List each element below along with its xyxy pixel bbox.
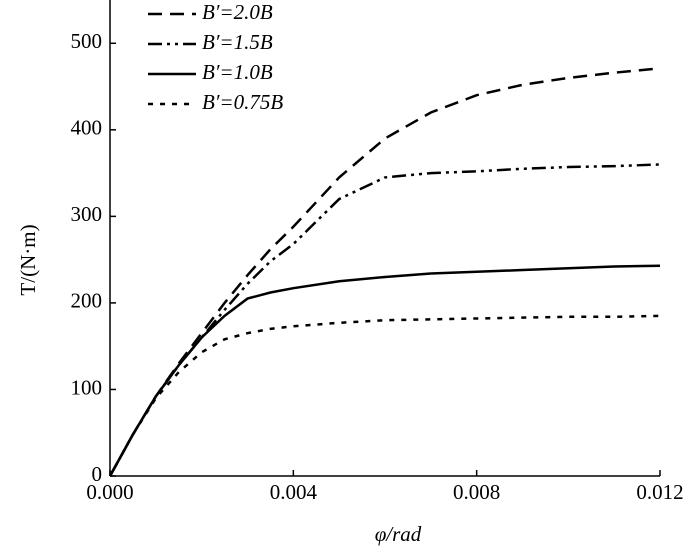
series-line (108, 163, 661, 477)
x-tick-label: 0.008 (453, 480, 500, 504)
x-axis-label: φ/rad (375, 522, 422, 546)
series-line (108, 264, 661, 477)
x-tick-label: 0.004 (270, 480, 318, 504)
legend-label: B′=1.5B (202, 30, 273, 54)
y-tick-label: 100 (71, 375, 103, 399)
y-tick-label: 200 (71, 289, 103, 313)
legend-label: B′=2.0B (202, 0, 273, 24)
legend-label: B′=1.0B (202, 60, 273, 84)
series-line (108, 314, 661, 477)
x-tick-label: 0.012 (636, 480, 683, 504)
series-line (108, 67, 661, 477)
y-tick-label: 300 (71, 202, 103, 226)
y-axis-label: T/(N·m) (16, 224, 40, 295)
y-tick-label: 400 (71, 116, 103, 140)
y-tick-label: 0 (92, 462, 103, 486)
y-tick-label: 500 (71, 29, 103, 53)
x-tick-label: 0.000 (86, 480, 133, 504)
legend-label: B′=0.75B (202, 90, 283, 114)
